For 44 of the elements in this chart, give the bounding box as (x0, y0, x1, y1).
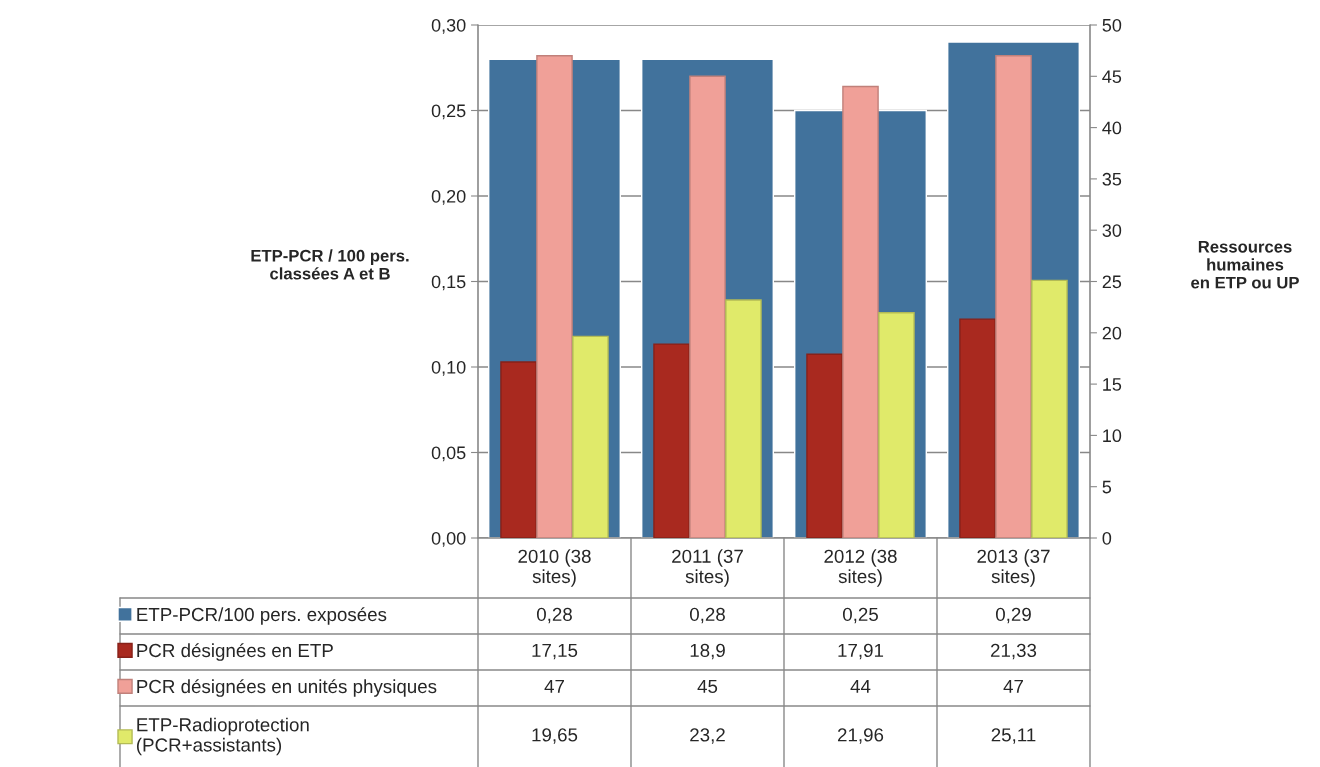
y2-tick-label: 5 (1102, 480, 1112, 494)
x-tick-label: 2012 (38 sites) (824, 549, 897, 587)
y2-tick-label: 45 (1102, 70, 1122, 84)
y2-tick-label: 10 (1103, 429, 1122, 443)
data-label: 23,2 (690, 728, 725, 744)
data-label: 47 (1003, 679, 1023, 693)
y-tick-label: 0,15 (431, 275, 466, 291)
legend-label: PCR désignées en ETP (137, 643, 333, 661)
data-label: 45 (697, 679, 718, 694)
y2-tick-label: 0 (1102, 531, 1112, 545)
y-tick-label: 0,05 (431, 446, 466, 462)
y-tick-label: 0,20 (431, 189, 466, 205)
data-label: 17,15 (532, 643, 578, 660)
x-tick-label: 2013 (37 sites) (977, 549, 1050, 587)
data-label: 21,96 (837, 728, 884, 744)
y2-tick-label: 30 (1102, 224, 1122, 237)
y2-tick-label: 15 (1103, 378, 1122, 391)
data-label: 0,28 (689, 607, 725, 624)
data-label: 44 (850, 679, 871, 693)
y2-tick-label: 20 (1102, 326, 1122, 340)
y2-axis-title: Ressources humaines en ETP ou UP (1191, 241, 1299, 289)
data-label: 25,11 (991, 728, 1036, 744)
data-label: 47 (544, 679, 564, 693)
y2-tick-label: 25 (1102, 275, 1122, 289)
y-tick-label: 0,00 (431, 531, 466, 547)
data-label: 17,91 (838, 643, 884, 660)
y-tick-label: 0,30 (431, 18, 466, 34)
data-label: 0,29 (995, 607, 1031, 624)
y2-tick-label: 35 (1102, 172, 1122, 186)
legend-label: ETP-PCR/100 pers. exposées (137, 607, 387, 625)
y-axis-title: ETP-PCR / 100 pers. classées A et B (251, 249, 409, 280)
x-tick-label: 2010 (38 sites) (518, 549, 591, 587)
data-label: 0,28 (536, 607, 572, 624)
y-tick-label: 0,25 (431, 104, 466, 120)
y2-tick-label: 40 (1102, 121, 1122, 135)
data-label: 21,33 (990, 643, 1037, 660)
legend-label: ETP-Radioprotection (PCR+assistants) (136, 717, 309, 756)
x-tick-label: 2011 (37 sites) (672, 549, 743, 587)
y-tick-label: 0,10 (431, 360, 466, 376)
y2-tick-label: 50 (1102, 18, 1122, 32)
data-label: 18,9 (690, 643, 725, 660)
data-label: 0,25 (842, 607, 878, 624)
data-label: 19,65 (532, 728, 578, 744)
legend-label: PCR désignées en unités physiques (137, 679, 437, 697)
